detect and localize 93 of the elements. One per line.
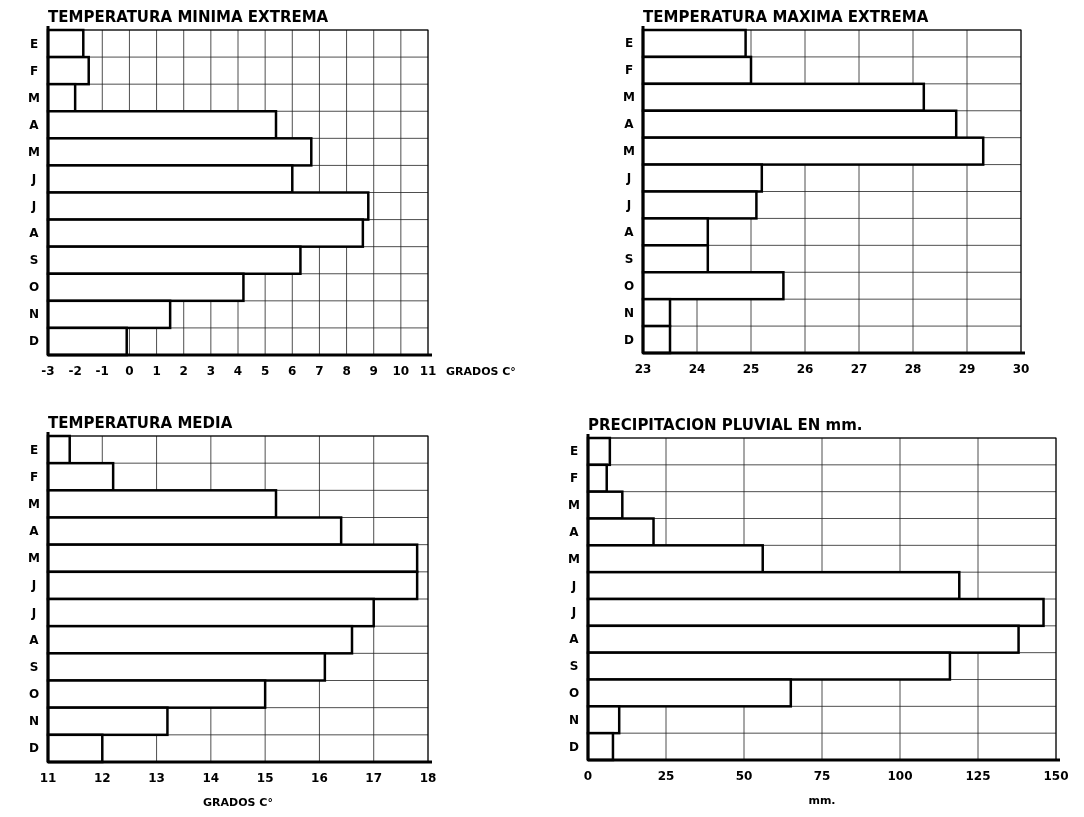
x-tick-label: 150 [1043,769,1069,783]
x-tick-label: 0 [583,769,593,783]
x-axis-title: mm. [808,794,836,807]
y-tick-label: D [29,334,40,349]
y-tick-label: E [569,444,579,459]
y-tick-label: M [623,144,635,159]
x-tick-label: 28 [904,362,922,376]
chart-title: TEMPERATURA MEDIA [48,414,233,432]
y-tick-label: J [30,199,37,214]
y-tick-label: A [29,226,40,241]
y-tick-label: O [568,685,580,700]
y-tick-label: F [29,469,39,484]
y-tick-label: S [29,253,39,268]
y-tick-label: A [29,632,40,647]
x-tick-label: 24 [688,362,706,376]
x-tick-label: 7 [315,364,324,378]
y-tick-label: M [28,144,40,159]
y-tick-label: N [28,714,40,729]
y-tick-label: S [624,251,634,266]
y-tick-label: J [30,578,37,593]
y-tick-label: S [569,659,579,674]
x-tick-label: 18 [419,771,437,785]
y-tick-label: S [29,659,39,674]
y-tick-label: E [29,442,39,457]
y-tick-label: J [570,605,577,620]
y-tick-label: J [30,171,37,186]
x-tick-label: 125 [965,769,991,783]
y-tick-label: A [29,524,40,539]
x-tick-label: 2 [179,364,188,378]
y-tick-label: D [624,332,635,347]
y-tick-label: O [28,280,40,295]
x-tick-label: 13 [148,771,165,785]
y-tick-label: F [569,471,579,486]
x-tick-label: 11 [419,364,437,378]
x-tick-label: 25 [657,769,675,783]
x-tick-label: 10 [392,364,410,378]
x-tick-label: 6 [288,364,297,378]
chart-title: TEMPERATURA MAXIMA EXTREMA [643,8,929,26]
y-tick-label: J [625,197,632,212]
chart-title: PRECIPITACION PLUVIAL EN mm. [588,416,863,434]
x-tick-label: 15 [256,771,274,785]
y-tick-label: N [568,712,580,727]
y-tick-label: F [29,63,39,78]
y-tick-label: N [623,305,635,320]
y-tick-label: E [29,36,39,51]
y-tick-label: A [29,117,40,132]
x-tick-label: 100 [887,769,913,783]
chart-title: TEMPERATURA MINIMA EXTREMA [48,8,329,26]
y-tick-label: M [28,90,40,105]
x-tick-label: 50 [735,769,753,783]
y-tick-label: M [28,551,40,566]
x-tick-label: 75 [813,769,831,783]
x-tick-label: 29 [958,362,976,376]
x-tick-label: -3 [41,364,55,378]
y-tick-label: D [569,739,580,754]
x-tick-label: 1 [152,364,161,378]
x-tick-label: 30 [1012,362,1030,376]
y-tick-label: A [569,632,580,647]
x-tick-label: 3 [206,364,216,378]
y-tick-label: M [623,90,635,105]
x-tick-label: -1 [95,364,109,378]
y-tick-label: J [30,605,37,620]
x-tick-label: 12 [93,771,111,785]
x-tick-label: 14 [202,771,220,785]
y-tick-label: M [28,496,40,511]
y-tick-label: D [29,741,40,756]
y-tick-label: O [28,687,40,702]
x-tick-label: 26 [796,362,814,376]
y-tick-label: J [570,578,577,593]
x-tick-label: 17 [365,771,383,785]
y-tick-label: F [624,63,634,78]
y-tick-label: A [569,524,580,539]
y-tick-label: A [624,224,635,239]
y-tick-label: O [623,278,635,293]
y-tick-label: N [28,307,40,322]
x-tick-label: 4 [233,364,243,378]
y-tick-label: J [625,171,632,186]
x-axis-title: GRADOS C° [203,796,273,809]
x-tick-label: 0 [125,364,134,378]
y-tick-label: E [624,36,634,51]
x-tick-label: 16 [311,771,328,785]
x-tick-label: 8 [342,364,351,378]
x-tick-label: 27 [850,362,868,376]
y-tick-label: M [568,551,580,566]
x-tick-label: 25 [742,362,760,376]
y-tick-label: A [624,117,635,132]
x-tick-label: 11 [39,771,57,785]
x-tick-label: 9 [369,364,378,378]
x-tick-label: 5 [260,364,270,378]
x-tick-label: 23 [634,362,652,376]
y-tick-label: M [568,498,580,513]
x-axis-title: GRADOS C° [446,365,516,378]
x-tick-label: -2 [68,364,82,378]
